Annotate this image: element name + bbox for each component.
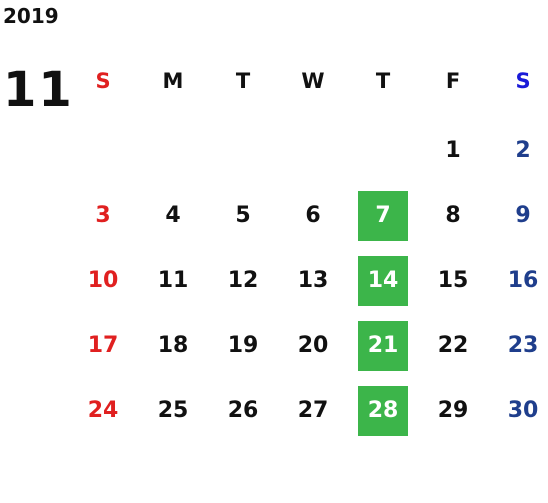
day-cell: 21 [358,321,408,371]
weekday-header: S [95,69,111,93]
day-cell: 18 [157,333,189,358]
month: 11 [3,62,74,118]
day-cell: 9 [515,203,531,228]
weekday-header: W [301,69,325,93]
day-cell: 24 [87,398,119,423]
day-cell: 19 [227,333,259,358]
day-cell: 15 [437,268,469,293]
weekday-header: T [235,69,251,93]
weekday-header: S [515,69,531,93]
day-cell: 11 [157,268,189,293]
weekday-header: F [445,69,461,93]
day-cell: 5 [235,203,251,228]
day-cell: 22 [437,333,469,358]
day-cell: 12 [227,268,259,293]
day-cell: 10 [87,268,119,293]
day-cell: 6 [305,203,321,228]
empty-cell [218,126,268,176]
day-cell: 16 [507,268,539,293]
day-cell: 17 [87,333,119,358]
empty-cell [78,126,128,176]
day-cell: 3 [95,203,111,228]
day-cell: 8 [445,203,461,228]
day-cell: 7 [358,191,408,241]
empty-cell [358,126,408,176]
day-cell: 29 [437,398,469,423]
day-cell: 13 [297,268,329,293]
day-cell: 20 [297,333,329,358]
weekday-header: T [375,69,391,93]
year: 2019 [3,4,59,28]
day-cell: 2 [515,138,531,163]
day-cell: 26 [227,398,259,423]
day-cell: 4 [165,203,181,228]
day-cell: 25 [157,398,189,423]
day-cell: 27 [297,398,329,423]
empty-cell [148,126,198,176]
weekday-header: M [162,69,184,93]
day-cell: 28 [358,386,408,436]
day-cell: 14 [358,256,408,306]
day-cell: 23 [507,333,539,358]
day-cell: 30 [507,398,539,423]
empty-cell [288,126,338,176]
day-cell: 1 [445,138,461,163]
